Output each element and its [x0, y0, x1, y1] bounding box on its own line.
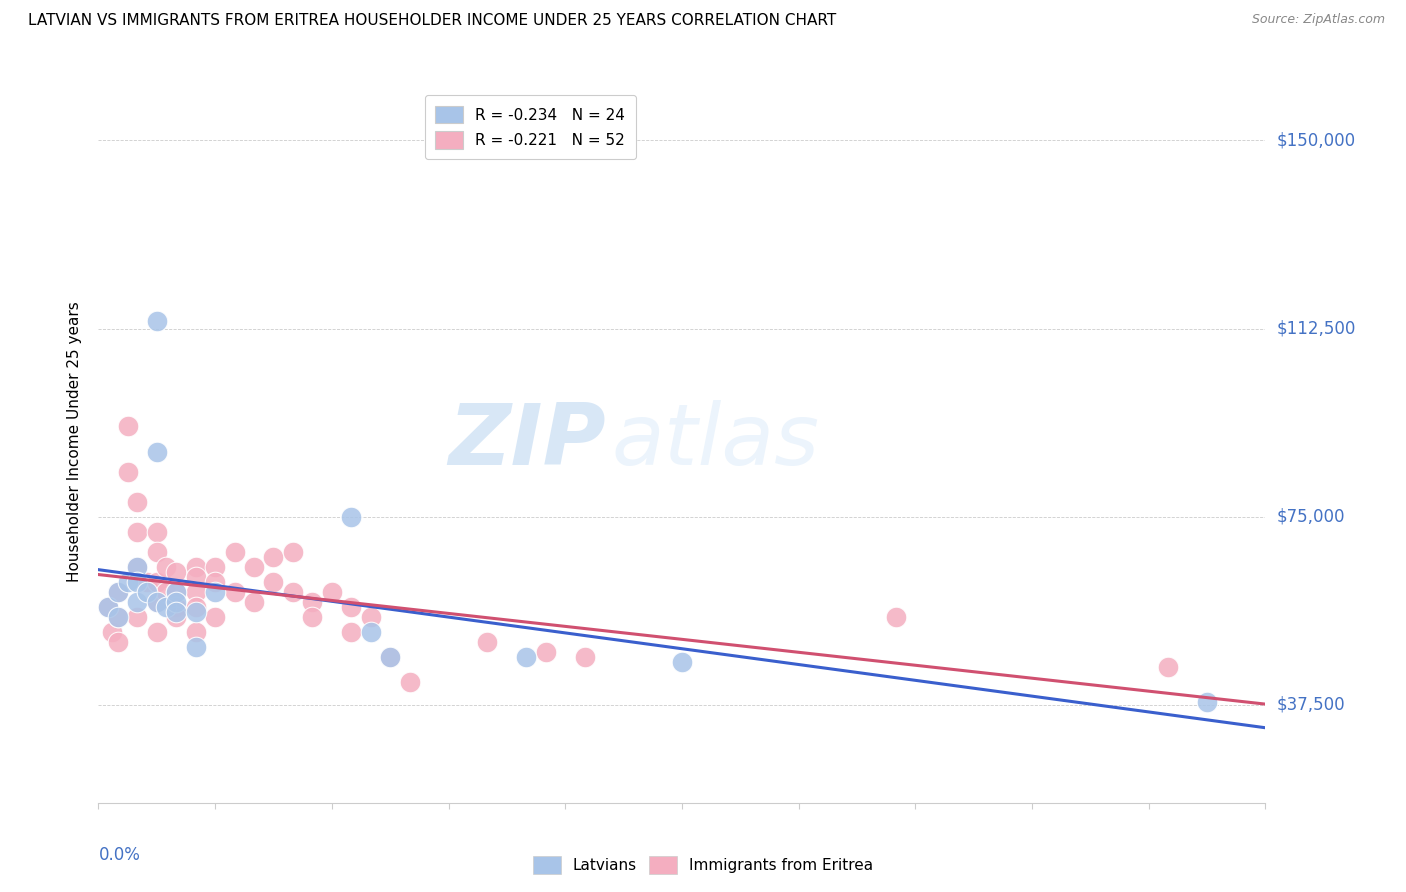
Point [127, 524, 149, 539]
Point [671, 655, 693, 669]
Point [155, 585, 177, 599]
Point [127, 560, 149, 574]
Point [184, 640, 207, 655]
Point [107, 585, 129, 599]
Point [301, 595, 323, 609]
Text: $150,000: $150,000 [1277, 131, 1355, 150]
Point [184, 605, 207, 619]
Point [224, 585, 246, 599]
Point [117, 419, 139, 434]
Point [243, 595, 266, 609]
Point [204, 585, 226, 599]
Point [380, 650, 402, 665]
Point [117, 465, 139, 479]
Point [301, 610, 323, 624]
Point [146, 625, 169, 640]
Point [107, 635, 129, 649]
Point [340, 509, 363, 524]
Point [243, 560, 266, 574]
Point [127, 574, 149, 589]
Y-axis label: Householder Income Under 25 years: Householder Income Under 25 years [67, 301, 83, 582]
Point [515, 650, 537, 665]
Point [146, 314, 169, 328]
Point [184, 625, 207, 640]
Point [165, 600, 187, 615]
Point [107, 610, 129, 624]
Point [146, 595, 169, 609]
Point [97, 600, 120, 615]
Point [127, 494, 149, 508]
Point [184, 560, 207, 574]
Point [884, 610, 907, 624]
Point [281, 585, 304, 599]
Point [101, 625, 124, 640]
Point [398, 675, 420, 690]
Point [136, 585, 159, 599]
Point [107, 585, 129, 599]
Point [204, 610, 226, 624]
Point [165, 585, 187, 599]
Point [146, 595, 169, 609]
Point [155, 600, 177, 615]
Point [165, 565, 187, 579]
Point [146, 574, 169, 589]
Point [184, 570, 207, 584]
Point [184, 600, 207, 615]
Point [360, 610, 382, 624]
Point [262, 574, 284, 589]
Point [127, 560, 149, 574]
Point [574, 650, 596, 665]
Point [136, 574, 159, 589]
Point [534, 645, 557, 659]
Point [146, 444, 169, 458]
Point [146, 545, 169, 559]
Point [340, 625, 363, 640]
Point [380, 650, 402, 665]
Text: $37,500: $37,500 [1277, 696, 1346, 714]
Legend: R = -0.234   N = 24, R = -0.221   N = 52: R = -0.234 N = 24, R = -0.221 N = 52 [425, 95, 636, 160]
Legend: Latvians, Immigrants from Eritrea: Latvians, Immigrants from Eritrea [527, 850, 879, 880]
Point [262, 549, 284, 564]
Point [224, 545, 246, 559]
Point [340, 600, 363, 615]
Point [1157, 660, 1180, 674]
Text: $112,500: $112,500 [1277, 319, 1355, 338]
Point [165, 605, 187, 619]
Text: LATVIAN VS IMMIGRANTS FROM ERITREA HOUSEHOLDER INCOME UNDER 25 YEARS CORRELATION: LATVIAN VS IMMIGRANTS FROM ERITREA HOUSE… [28, 13, 837, 29]
Point [204, 560, 226, 574]
Point [321, 585, 343, 599]
Text: ZIP: ZIP [449, 400, 606, 483]
Point [127, 610, 149, 624]
Text: 0.0%: 0.0% [98, 847, 141, 864]
Text: Source: ZipAtlas.com: Source: ZipAtlas.com [1251, 13, 1385, 27]
Point [155, 560, 177, 574]
Point [477, 635, 499, 649]
Point [117, 574, 139, 589]
Point [165, 595, 187, 609]
Point [165, 585, 187, 599]
Point [1197, 696, 1219, 710]
Point [107, 610, 129, 624]
Point [97, 600, 120, 615]
Point [165, 610, 187, 624]
Point [281, 545, 304, 559]
Text: $75,000: $75,000 [1277, 508, 1346, 525]
Point [184, 585, 207, 599]
Point [204, 574, 226, 589]
Point [146, 524, 169, 539]
Point [127, 595, 149, 609]
Point [360, 625, 382, 640]
Text: atlas: atlas [612, 400, 820, 483]
